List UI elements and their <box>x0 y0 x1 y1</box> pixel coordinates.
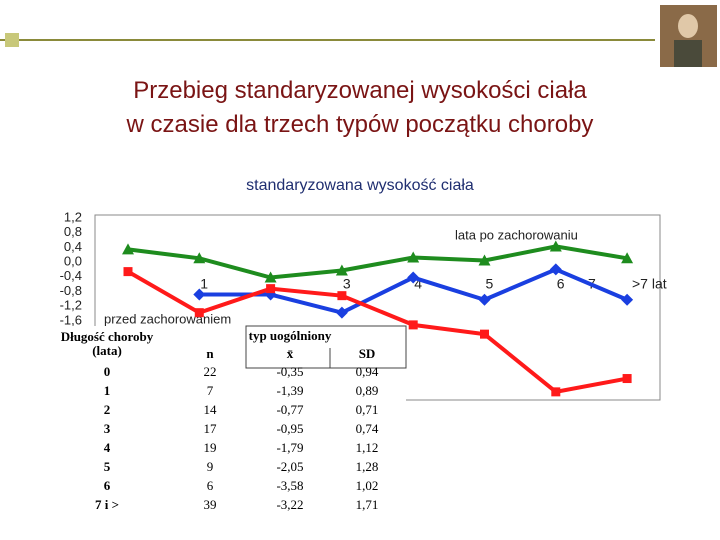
table-cell: -0,35 <box>276 364 303 379</box>
marker <box>335 264 348 276</box>
table-cell: 0,89 <box>356 383 379 398</box>
marker <box>194 308 204 318</box>
table-cell: 3 <box>104 421 111 436</box>
table-cell: 4 <box>104 440 111 455</box>
y-tick-label: 1,2 <box>64 209 82 224</box>
marker <box>335 306 348 319</box>
marker <box>480 329 489 339</box>
annotation: lata po zachorowaniu <box>455 227 578 242</box>
y-tick-label: -0,8 <box>60 283 82 298</box>
marker <box>407 271 420 284</box>
portrait <box>660 5 717 67</box>
decor-square <box>5 33 19 47</box>
marker <box>478 293 491 306</box>
table-cell: -1,79 <box>276 440 303 455</box>
x-tick-label: 6 <box>557 276 565 292</box>
marker <box>549 263 562 276</box>
chart-title: Przebieg standaryzowanej wysokości ciała… <box>126 77 594 138</box>
table-cell: -0,95 <box>276 421 303 436</box>
y-tick-label: -1,6 <box>60 312 82 327</box>
chart: 1,20,80,40,0-0,4-0,8-1,2-1,6 1 3 4 5 6 >7 lat l… <box>60 209 667 397</box>
y-tick-label: 0,8 <box>64 224 82 239</box>
annotation: przed zachorowaniem <box>104 311 231 326</box>
table-cell: 1,12 <box>356 440 379 455</box>
table-header: x̄ <box>287 346 294 361</box>
x-tick-label: >7 lat <box>632 276 667 292</box>
chart-subtitle: standaryzowana wysokość ciała <box>246 177 474 194</box>
header-box <box>245 325 407 369</box>
table-cell: 0,71 <box>356 402 379 417</box>
table-header: typ uogólniony <box>249 328 332 343</box>
marker <box>122 243 134 255</box>
marker <box>622 374 632 384</box>
table-cell: 19 <box>204 440 217 455</box>
marker <box>123 267 133 277</box>
marker <box>407 251 420 263</box>
x-tick-label: 5 <box>486 276 494 292</box>
series-line <box>127 244 628 280</box>
table-cell: 1,02 <box>356 478 379 493</box>
table-cell: 1,71 <box>356 497 379 512</box>
marker <box>266 284 276 294</box>
table-cell: 0,74 <box>356 421 379 436</box>
table-cell: 7 i > <box>95 497 119 512</box>
y-tick-label: 0,0 <box>64 254 82 269</box>
table-cell: 39 <box>204 497 217 512</box>
marker <box>408 320 418 330</box>
table-cell: -2,05 <box>276 459 303 474</box>
marker <box>621 293 634 306</box>
marker <box>621 252 634 264</box>
x-tick-label: 3 <box>343 276 351 292</box>
table-header: n <box>206 346 214 361</box>
table-background <box>40 326 406 518</box>
table-cell: 2 <box>104 402 111 417</box>
table-cell: 0 <box>104 364 111 379</box>
table-cell: -0,77 <box>276 402 304 417</box>
marker <box>193 252 206 264</box>
marker <box>478 254 491 266</box>
x-tick-label: 4 <box>414 276 422 292</box>
table-cell: 17 <box>204 421 218 436</box>
y-tick-label: -1,2 <box>60 298 82 313</box>
table-cell: 9 <box>207 459 214 474</box>
table-cell: -3,58 <box>276 478 303 493</box>
table-cell: 6 <box>104 478 111 493</box>
table-cell: 1,28 <box>356 459 379 474</box>
table-header: Długość choroby (lata) <box>61 329 154 358</box>
marker <box>337 291 347 301</box>
marker <box>551 387 561 397</box>
table-header: SD <box>359 346 376 361</box>
table-cell: -1,39 <box>276 383 303 398</box>
table-cell: 22 <box>204 364 217 379</box>
marker <box>193 288 206 301</box>
marker <box>264 271 277 283</box>
data-table: Długość choroby (lata) n typ uogólniony x̄ SD… <box>40 325 407 518</box>
x-tick-label: 1 <box>200 276 208 292</box>
table-cell: 14 <box>204 402 218 417</box>
series-line <box>127 269 628 394</box>
table-cell: -3,22 <box>276 497 303 512</box>
y-tick-label: -0,4 <box>60 268 82 283</box>
table-cell: 7 <box>207 383 214 398</box>
table-cell: 1 <box>104 383 111 398</box>
table-cell: 6 <box>207 478 214 493</box>
table-cell: 5 <box>104 459 111 474</box>
table-cell: 0,94 <box>356 364 379 379</box>
y-tick-label: 0,4 <box>64 239 82 254</box>
marker <box>549 240 562 252</box>
